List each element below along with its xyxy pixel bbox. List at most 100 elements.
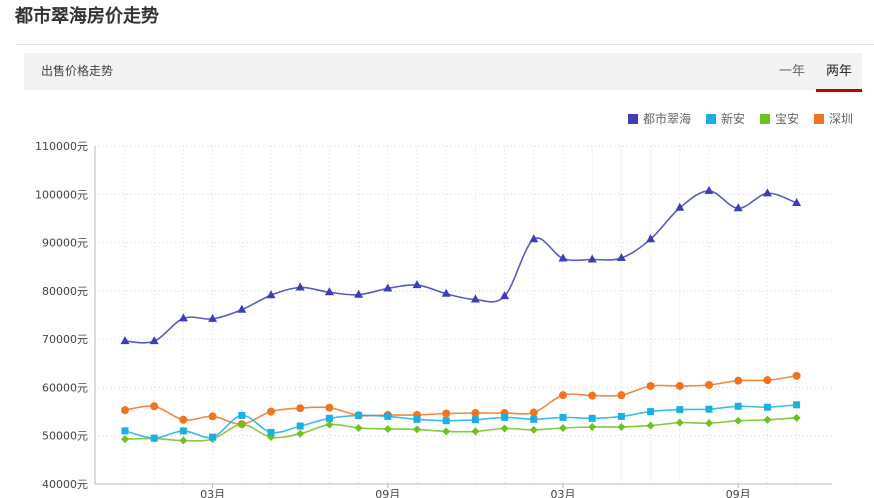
data-point [471,427,480,436]
legend-swatch [760,114,770,124]
chart-series [120,185,802,445]
series-line [124,404,797,439]
data-point [617,391,626,400]
data-point [616,253,626,262]
chart-axes: 40000元 50000元 60000元 70000元 80000元 90000元 1000… [35,140,832,498]
data-point [530,415,538,423]
data-point [354,289,364,298]
data-point [470,294,480,303]
title-divider [15,44,874,45]
data-point [383,283,393,292]
data-point [646,234,656,243]
data-point [529,234,539,243]
page-title: 都市翠海房价走势 [15,6,159,27]
data-point [792,413,801,422]
data-point [178,313,188,322]
data-point [559,391,567,400]
series-line [124,190,797,344]
data-point [734,416,743,425]
data-point [237,420,246,429]
tab-one-year[interactable]: 一年 [778,64,805,79]
series-triangle [120,185,802,345]
data-point [413,425,421,434]
data-point [354,423,363,432]
data-point [646,421,655,430]
data-point [355,411,363,419]
data-point [325,403,334,412]
data-point [149,336,159,345]
y-tick-label: 40000元 [42,478,88,491]
data-point [763,403,771,411]
price-trend-tabbar: 出售价格走势 一年 两年 [24,53,862,92]
data-point [296,429,305,438]
data-point [209,433,217,441]
data-point [384,412,392,420]
data-point [763,415,772,424]
legend-label: 都市翠海 [643,111,691,126]
x-tick-label: 09月 [375,488,400,498]
y-tick-label: 60000元 [42,381,88,394]
y-tick-label: 50000元 [42,430,88,443]
legend-label: 宝安 [775,111,799,126]
tab-two-years[interactable]: 两年 [816,53,862,92]
section-label: 出售价格走势 [41,64,114,78]
data-point [471,409,480,418]
data-point [471,416,479,424]
data-point [588,423,597,432]
data-point [413,415,421,423]
data-point [412,280,422,289]
data-point [237,304,247,313]
data-point [529,408,538,417]
x-tick-label: 03月 [200,488,225,498]
data-point [559,423,567,432]
y-tick-label: 110000元 [35,140,88,153]
data-point [441,288,451,297]
data-point [675,381,684,390]
data-point [734,376,743,385]
data-point [120,336,130,345]
data-point [588,391,597,400]
data-point [529,425,538,434]
data-point [705,405,713,413]
data-point [588,414,596,422]
data-point [646,381,655,390]
data-point [179,427,187,435]
data-point [763,376,772,385]
x-tick-label: 03月 [551,488,576,498]
data-point [587,254,597,263]
chart-legend: 都市翠海 新安 宝安 深圳 [628,111,853,126]
data-point [734,402,742,410]
data-point [296,422,304,430]
data-point [442,417,450,425]
data-point [792,371,801,380]
data-point [150,434,158,442]
legend-swatch [628,114,638,124]
series-line [124,417,797,442]
data-point [500,291,510,300]
data-point [442,427,451,436]
data-point [675,418,684,427]
data-point [150,402,159,411]
x-tick-label: 09月 [726,488,751,498]
data-point [617,412,625,420]
legend-swatch [814,114,824,124]
data-point [793,401,801,409]
data-point [325,420,334,429]
data-point [267,428,275,436]
legend-label: 深圳 [829,112,853,126]
legend-label: 新安 [721,111,745,126]
y-tick-label: 90000元 [42,237,88,250]
data-point [676,406,684,414]
series-line [124,375,797,425]
data-point [238,411,246,419]
data-point [675,202,685,211]
data-point [296,404,305,413]
data-point [121,427,129,435]
legend-swatch [706,114,716,124]
y-tick-label: 70000元 [42,333,88,346]
data-point [267,407,275,416]
data-point [762,188,772,197]
data-point [324,287,334,296]
data-point [617,423,626,432]
